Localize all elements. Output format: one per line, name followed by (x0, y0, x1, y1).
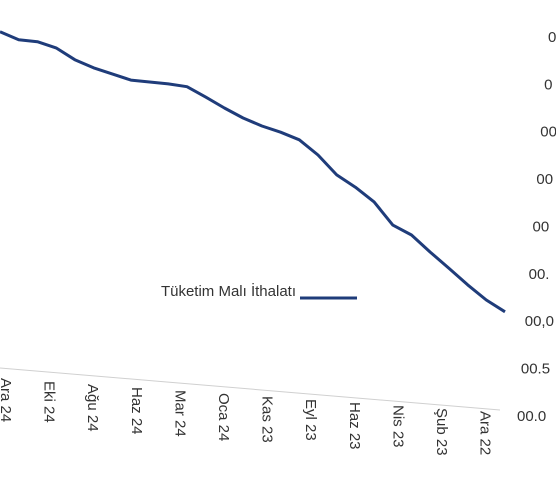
x-tick-label: Kas 23 (259, 396, 276, 443)
x-tick-label: Şub 23 (433, 408, 450, 456)
line-series (0, 30, 506, 314)
x-tick-label: Eki 24 (41, 381, 58, 423)
x-tick-label: Oca 24 (215, 393, 232, 441)
x-axis-line (0, 367, 501, 411)
x-tick-label: Eyl 23 (302, 399, 319, 441)
y-tick-label: 00. (529, 266, 550, 283)
x-tick-label: Mar 24 (171, 390, 188, 437)
y-tick-label: 00 (536, 171, 553, 188)
x-tick-label: Nis 23 (389, 405, 406, 448)
x-tick-label: Haz 23 (346, 402, 363, 450)
y-tick-label: 00.0 (517, 408, 546, 425)
x-tick-label: Ağu 24 (84, 384, 101, 432)
x-tick-label: Haz 24 (128, 387, 145, 435)
y-tick-label: 00 (540, 124, 556, 141)
y-tick-label: 00 (533, 218, 550, 235)
y-tick-label: 00,0 (525, 313, 554, 330)
x-tick-label: Ara 22 (477, 411, 494, 455)
x-tick-label: Ara 24 (0, 378, 14, 422)
legend-label: Tüketim Malı İthalatı (161, 282, 296, 300)
y-tick-label: 0 (544, 76, 552, 93)
y-tick-label: 00.5 (521, 361, 550, 378)
y-tick-label: 0 (548, 29, 556, 46)
